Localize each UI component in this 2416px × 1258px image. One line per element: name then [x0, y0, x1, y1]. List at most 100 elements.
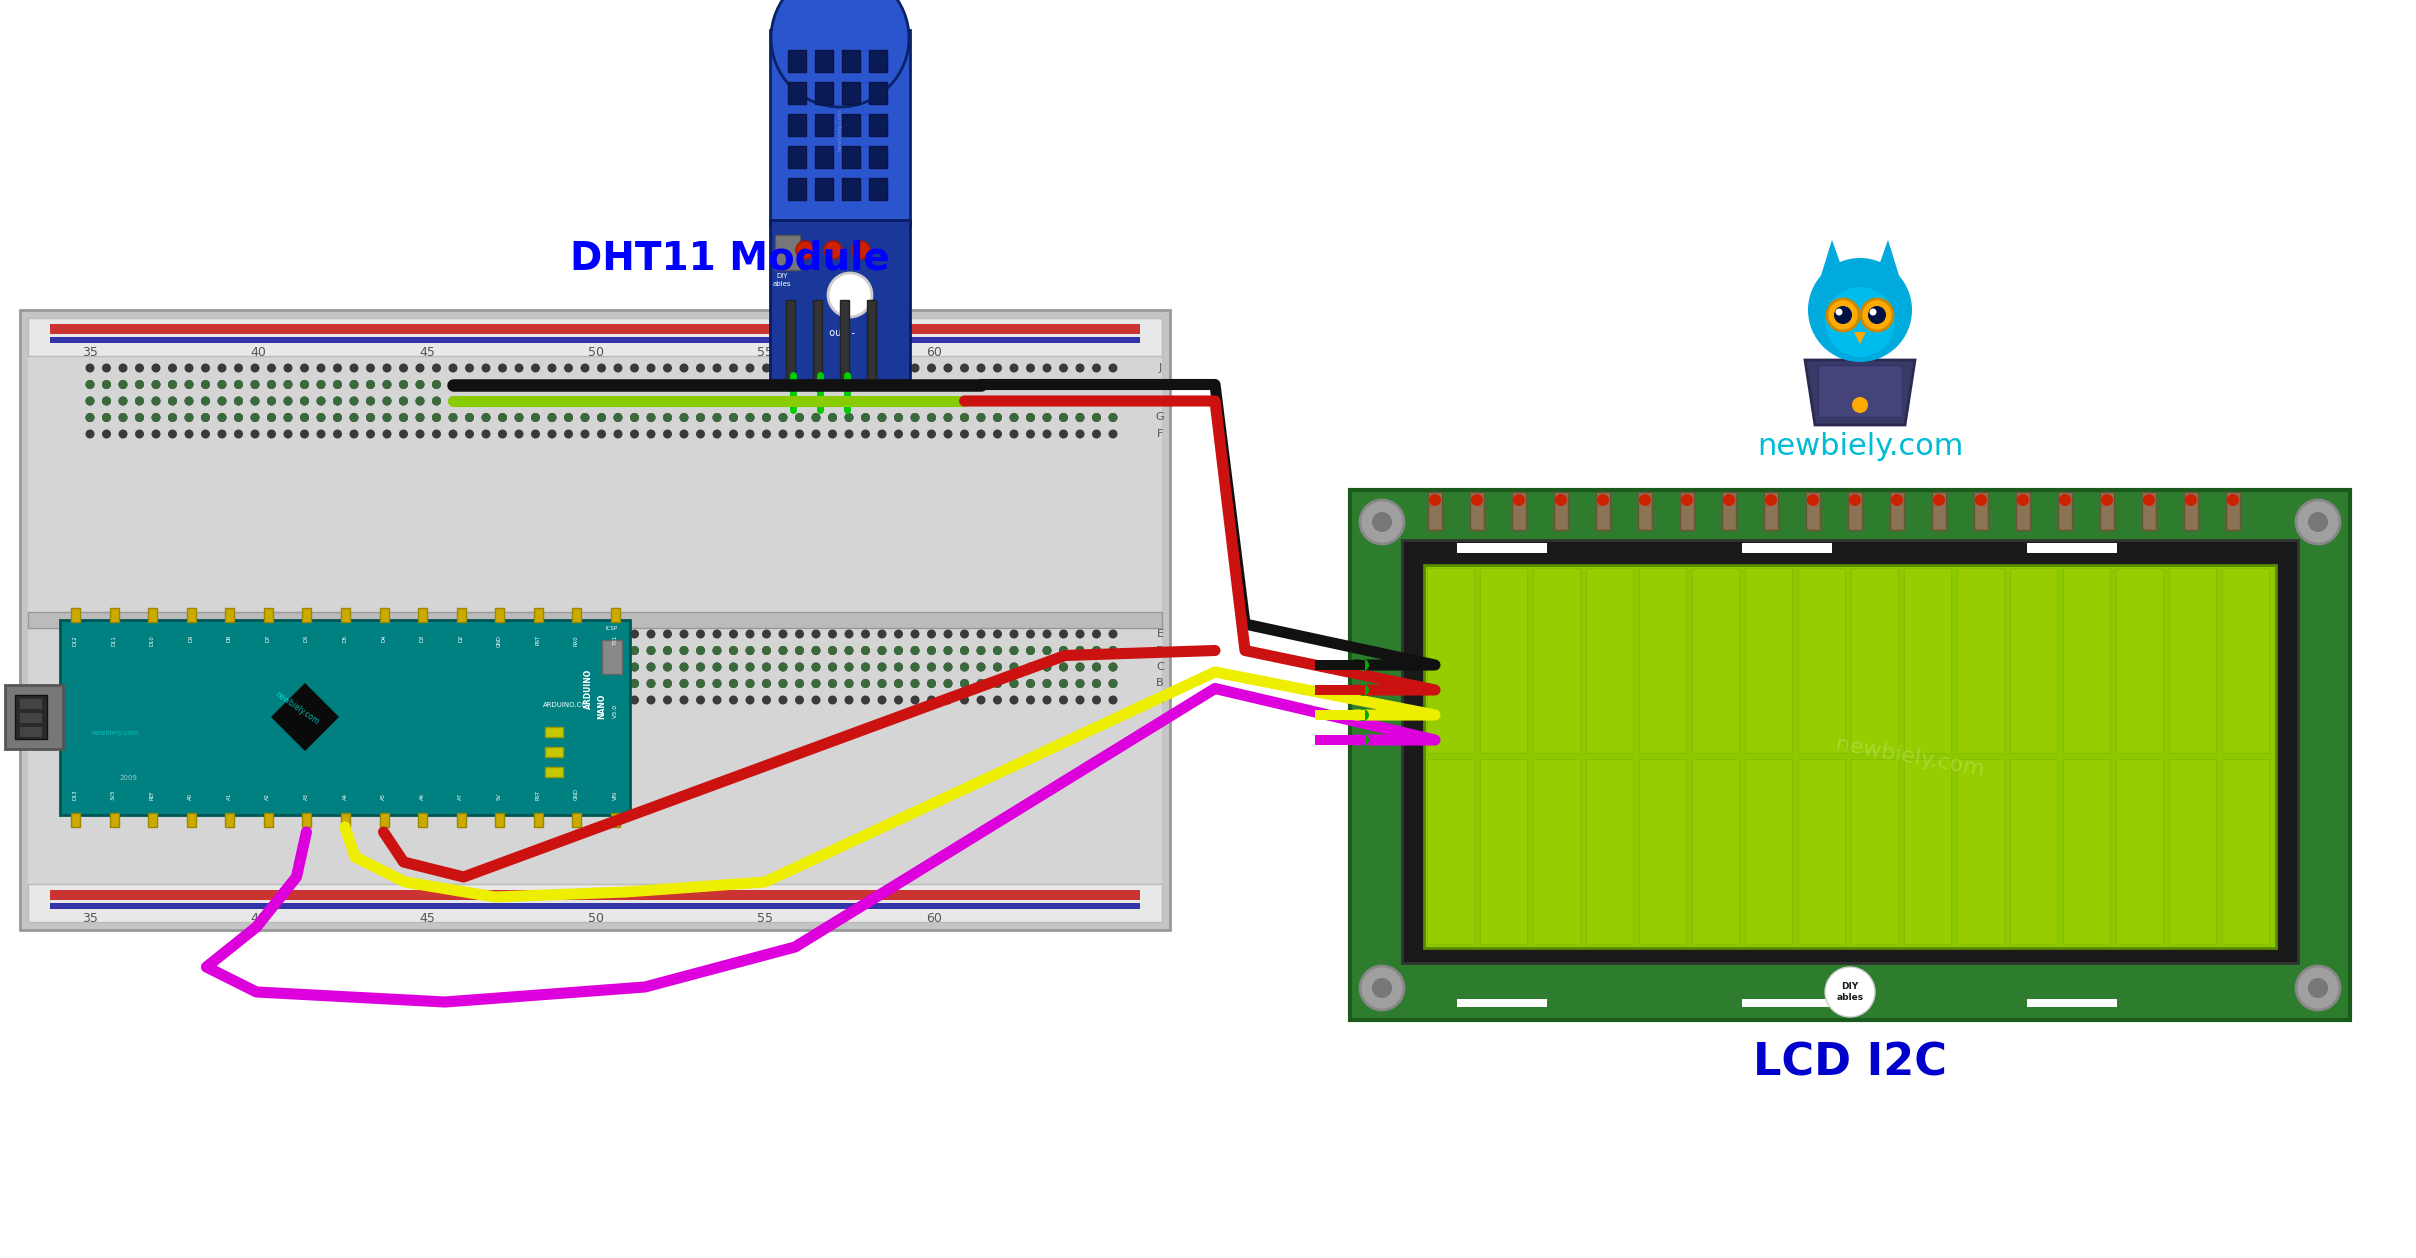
Circle shape: [382, 396, 391, 405]
Text: 55: 55: [756, 346, 773, 359]
Circle shape: [1027, 396, 1034, 405]
Circle shape: [85, 380, 94, 389]
Circle shape: [1075, 396, 1085, 405]
Circle shape: [184, 364, 193, 372]
Circle shape: [152, 413, 159, 421]
Circle shape: [1010, 380, 1020, 389]
Circle shape: [563, 380, 573, 389]
Circle shape: [860, 396, 870, 405]
Circle shape: [662, 396, 672, 405]
Circle shape: [911, 364, 920, 372]
Circle shape: [365, 629, 374, 639]
Circle shape: [631, 364, 638, 372]
Circle shape: [911, 629, 920, 639]
Circle shape: [679, 629, 689, 639]
Circle shape: [481, 396, 490, 405]
Circle shape: [399, 647, 408, 655]
Circle shape: [184, 380, 193, 389]
Circle shape: [911, 679, 920, 688]
Circle shape: [976, 696, 986, 704]
Circle shape: [795, 663, 805, 672]
Circle shape: [928, 364, 935, 372]
Circle shape: [532, 696, 541, 704]
Circle shape: [201, 696, 210, 704]
Circle shape: [563, 429, 573, 439]
Circle shape: [268, 647, 275, 655]
Circle shape: [696, 413, 705, 421]
Bar: [2010, 569, 2056, 754]
Circle shape: [730, 663, 737, 672]
Circle shape: [1092, 647, 1102, 655]
Bar: [843, 114, 860, 136]
Circle shape: [251, 679, 259, 688]
Circle shape: [1556, 494, 1568, 506]
Text: D9: D9: [188, 635, 193, 643]
Text: D8: D8: [227, 635, 232, 643]
Circle shape: [481, 413, 490, 421]
Circle shape: [382, 413, 391, 421]
Bar: [70, 608, 80, 621]
Circle shape: [201, 396, 210, 405]
Circle shape: [1010, 629, 1020, 639]
Circle shape: [1075, 364, 1085, 372]
Circle shape: [464, 663, 474, 672]
Circle shape: [532, 679, 541, 688]
Bar: [341, 813, 350, 827]
Circle shape: [548, 679, 556, 688]
Bar: [1904, 759, 1952, 944]
Bar: [814, 146, 834, 169]
Bar: [1851, 569, 1899, 754]
Circle shape: [251, 413, 259, 421]
Bar: [2063, 759, 2109, 944]
Circle shape: [829, 663, 836, 672]
Circle shape: [877, 629, 887, 639]
Circle shape: [515, 364, 524, 372]
Circle shape: [268, 647, 275, 655]
Circle shape: [464, 413, 474, 421]
Circle shape: [812, 663, 821, 672]
Circle shape: [268, 396, 275, 405]
Text: D5: D5: [343, 635, 348, 643]
Circle shape: [382, 413, 391, 421]
Bar: [1679, 492, 1694, 530]
Circle shape: [300, 413, 309, 421]
Circle shape: [761, 380, 771, 389]
Circle shape: [169, 396, 176, 405]
Circle shape: [300, 396, 309, 405]
Circle shape: [432, 364, 442, 372]
Circle shape: [169, 380, 176, 389]
Circle shape: [498, 679, 507, 688]
Circle shape: [1682, 494, 1694, 506]
Circle shape: [101, 380, 111, 389]
Circle shape: [730, 364, 737, 372]
Bar: [418, 608, 428, 621]
Circle shape: [333, 663, 343, 672]
Circle shape: [696, 679, 705, 688]
Circle shape: [333, 679, 343, 688]
Circle shape: [662, 396, 672, 405]
Circle shape: [778, 629, 788, 639]
Circle shape: [747, 647, 754, 655]
Circle shape: [812, 663, 821, 672]
Circle shape: [1027, 679, 1034, 688]
Text: D4: D4: [382, 635, 387, 643]
Circle shape: [812, 364, 821, 372]
Text: A0: A0: [188, 793, 193, 800]
Text: 3V3: 3V3: [111, 790, 116, 800]
Circle shape: [846, 364, 853, 372]
Circle shape: [1075, 679, 1085, 688]
Bar: [29, 318, 1162, 922]
Circle shape: [1027, 413, 1034, 421]
Circle shape: [747, 364, 754, 372]
Circle shape: [795, 696, 805, 704]
Bar: [1314, 660, 1365, 671]
Circle shape: [416, 396, 425, 405]
Circle shape: [481, 380, 490, 389]
Circle shape: [85, 663, 94, 672]
Circle shape: [812, 413, 821, 421]
Circle shape: [993, 413, 1003, 421]
Circle shape: [101, 679, 111, 688]
Circle shape: [976, 629, 986, 639]
Circle shape: [761, 679, 771, 688]
Circle shape: [118, 647, 128, 655]
